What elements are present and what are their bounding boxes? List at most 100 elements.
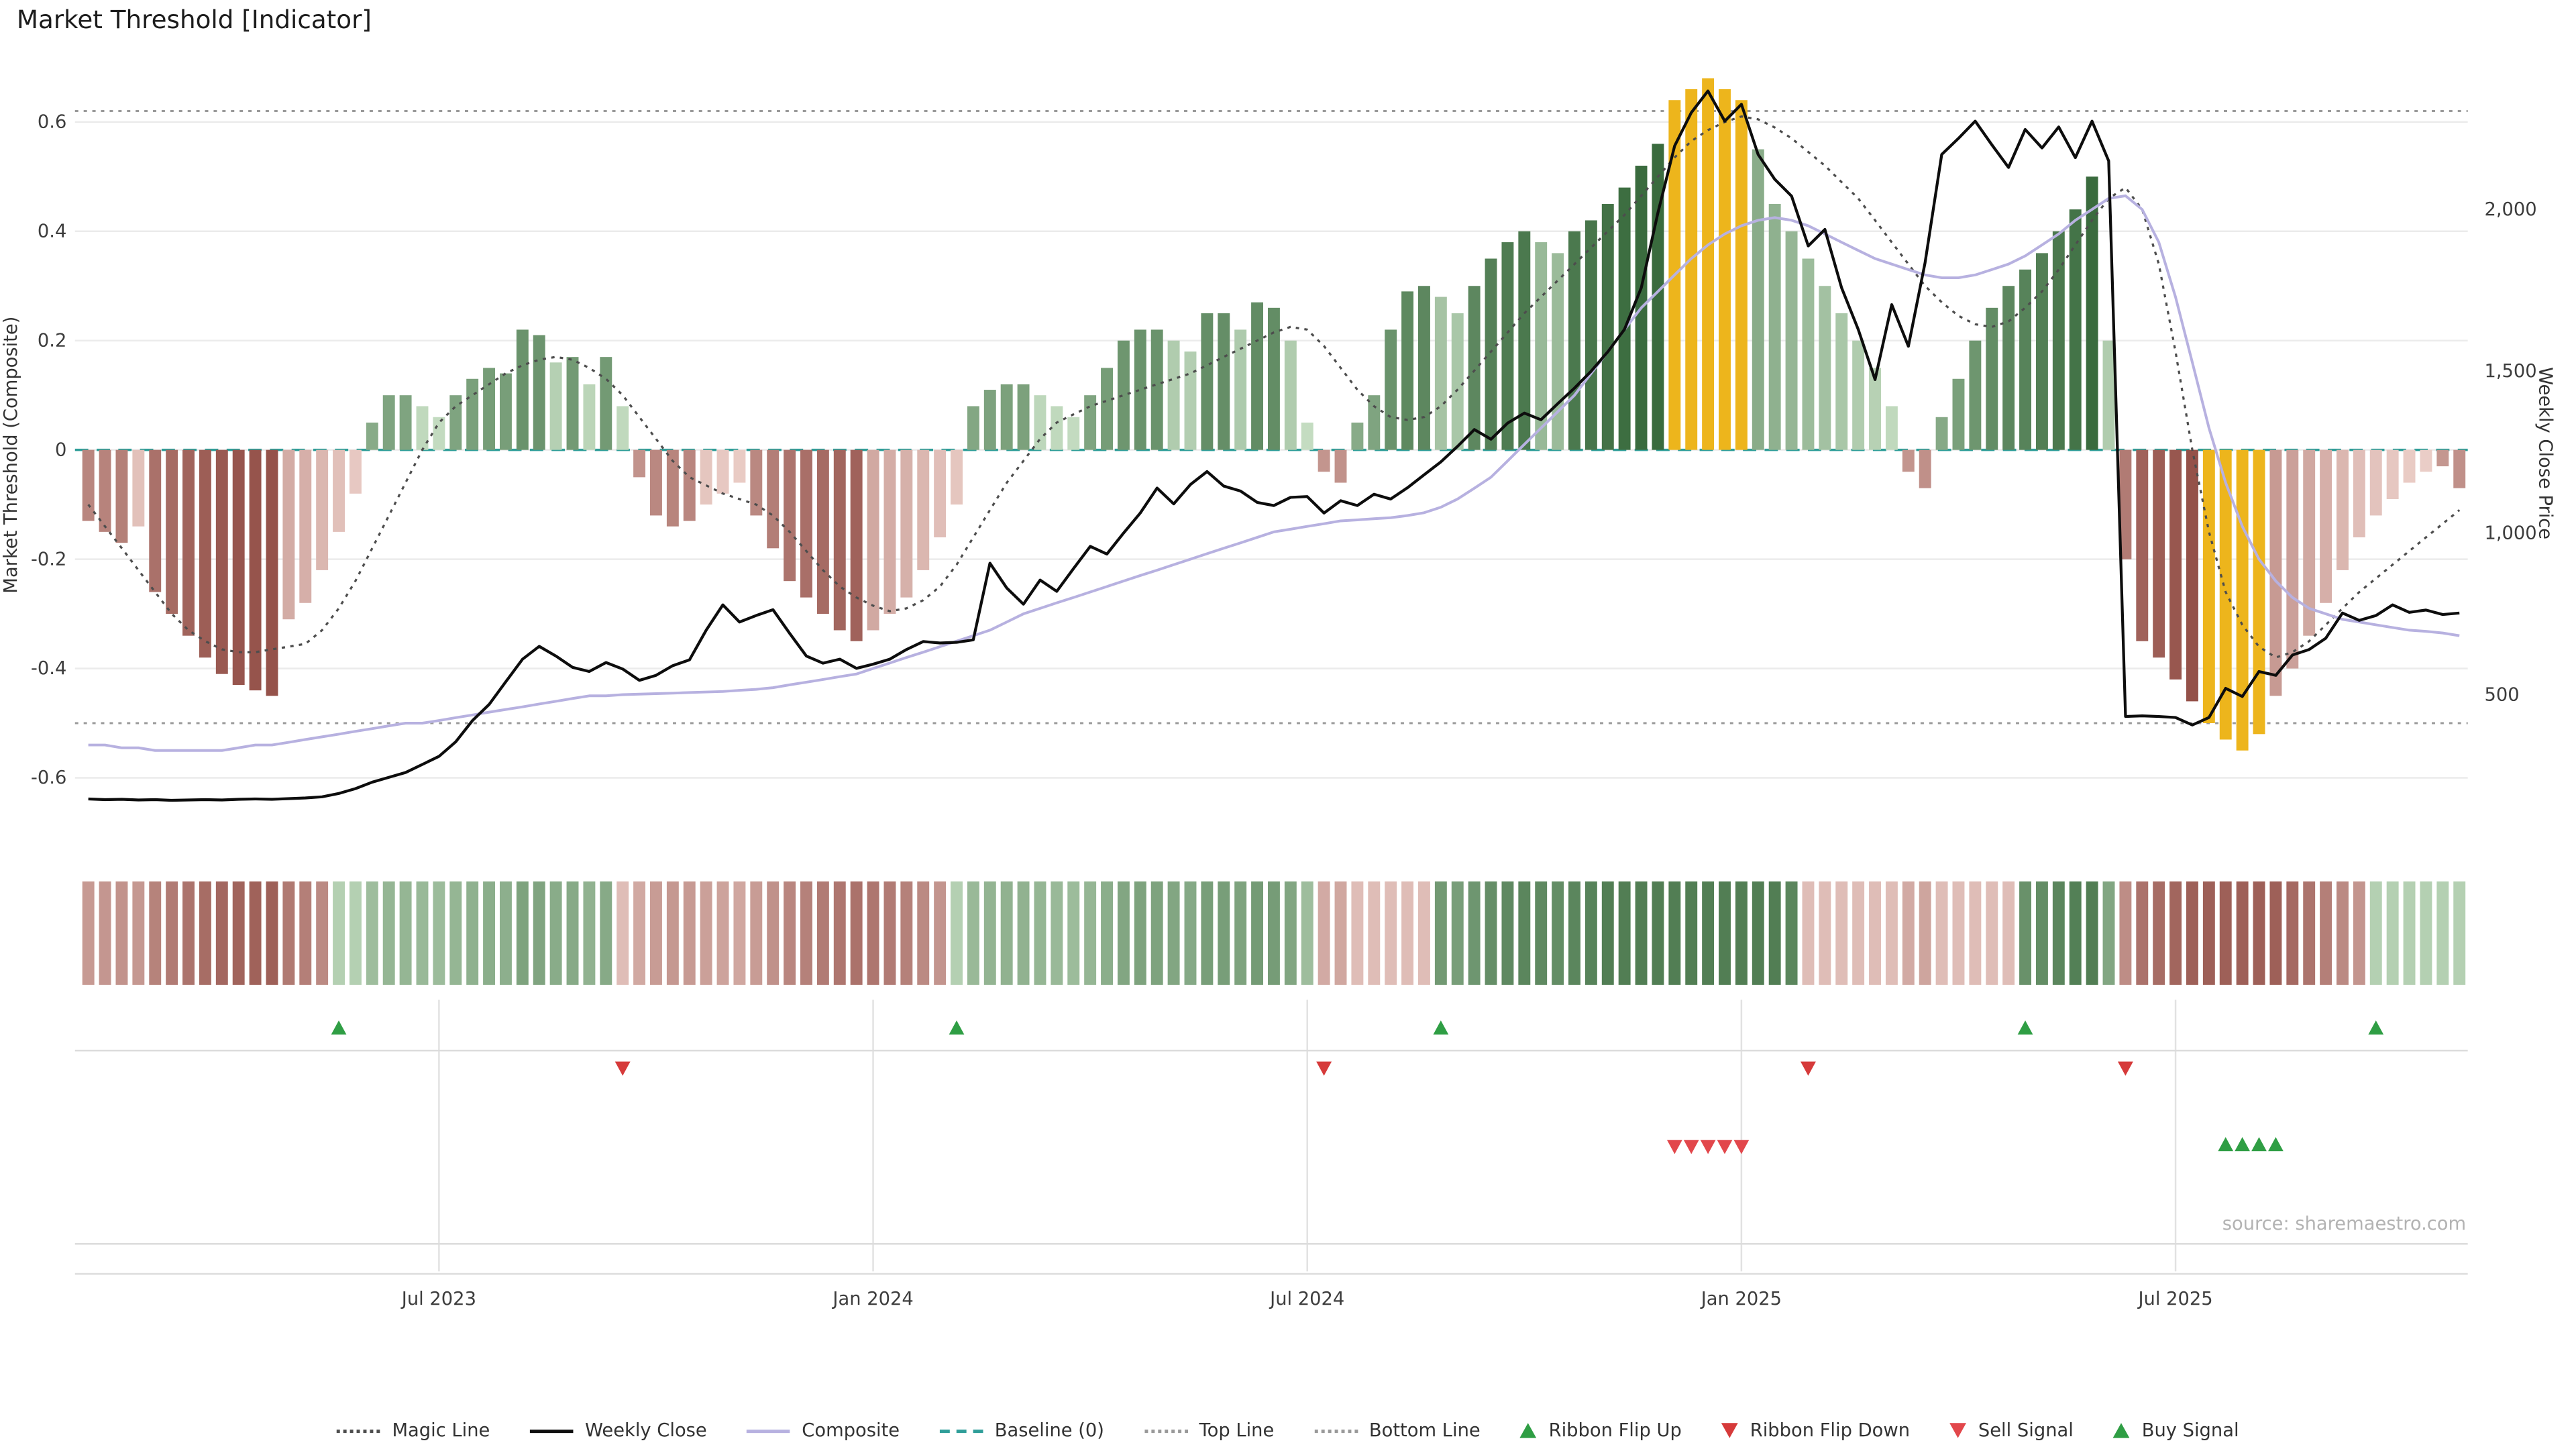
ribbon-stripe (1935, 881, 1948, 985)
ribbon-stripe (1067, 881, 1080, 985)
threshold-bar (249, 449, 262, 691)
ribbon-stripe (1418, 881, 1430, 985)
ribbon-stripe (1251, 881, 1264, 985)
ribbon-stripe (316, 881, 329, 985)
ribbon-stripe (416, 881, 429, 985)
ribbon-stripe (1267, 881, 1280, 985)
ribbon-stripe (1468, 881, 1481, 985)
threshold-bar (1385, 329, 1397, 450)
ribbon-stripe (951, 881, 963, 985)
threshold-bar (1150, 329, 1163, 450)
threshold-bar (1184, 352, 1197, 450)
threshold-bar (683, 449, 696, 521)
threshold-bar (115, 449, 128, 543)
threshold-bar (1785, 231, 1798, 450)
ribbon-stripe (700, 881, 712, 985)
legend-item-buy-signal[interactable]: Buy Signal (2113, 1419, 2239, 1442)
threshold-bar (2086, 176, 2098, 450)
ribbon-stripe (299, 881, 312, 985)
y-tick-label-left: 0.2 (38, 330, 66, 351)
legend-item-magic-line[interactable]: Magic Line (337, 1419, 490, 1442)
ribbon-stripe (1385, 881, 1397, 985)
ribbon-stripe (833, 881, 846, 985)
threshold-bar (1434, 297, 1447, 450)
legend-item-ribbon-flip-up[interactable]: Ribbon Flip Up (1520, 1419, 1682, 1442)
threshold-bar (1702, 78, 1715, 450)
ribbon-stripe (1301, 881, 1313, 985)
legend-label: Ribbon Flip Down (1750, 1419, 1911, 1442)
threshold-bar (2035, 253, 2048, 450)
ribbon-stripe (2353, 881, 2365, 985)
ribbon-stripe (249, 881, 262, 985)
threshold-bar (1902, 449, 1915, 472)
ribbon-stripe (1919, 881, 1931, 985)
threshold-bar (1301, 422, 1313, 450)
ribbon-stripe (2219, 881, 2232, 985)
threshold-bar (2136, 449, 2149, 641)
x-tick-label: Jul 2023 (400, 1289, 476, 1309)
ribbon-stripe (199, 881, 211, 985)
legend-item-top-line[interactable]: Top Line (1144, 1419, 1274, 1442)
ribbon-stripe (1952, 881, 1965, 985)
threshold-bar (900, 449, 913, 598)
threshold-bar (282, 449, 295, 620)
threshold-bar (2236, 449, 2249, 751)
ribbon-stripe (115, 881, 128, 985)
legend-label: Bottom Line (1368, 1419, 1481, 1442)
threshold-bar (549, 362, 562, 450)
ribbon-stripe (2386, 881, 2399, 985)
ribbon-stripe (1768, 881, 1781, 985)
threshold-bar (784, 449, 796, 582)
ribbon-stripe (967, 881, 979, 985)
threshold-bar (1234, 329, 1247, 450)
threshold-bar (2353, 449, 2365, 538)
threshold-bar (2186, 449, 2198, 702)
threshold-bar (1000, 384, 1013, 450)
threshold-bar (2219, 449, 2232, 740)
ribbon-stripe (2136, 881, 2149, 985)
threshold-bar (2436, 449, 2449, 467)
ribbon-stripe (750, 881, 763, 985)
magic-line (87, 115, 2461, 659)
ribbon-stripe (883, 881, 896, 985)
legend-item-baseline-0[interactable]: Baseline (0) (939, 1419, 1104, 1442)
ribbon-flip-up-marker (2017, 1020, 2033, 1035)
ribbon-stripe (784, 881, 796, 985)
buy-signal-marker (2267, 1137, 2284, 1152)
legend-item-ribbon-flip-down[interactable]: Ribbon Flip Down (1721, 1419, 1911, 1442)
ribbon-stripe (1802, 881, 1815, 985)
threshold-bar (1919, 449, 1931, 488)
threshold-bar (382, 395, 395, 450)
threshold-bar (2153, 449, 2165, 658)
threshold-bar (983, 390, 996, 450)
ribbon-stripe (1451, 881, 1464, 985)
threshold-bar (2002, 286, 2015, 450)
legend-label: Sell Signal (1978, 1419, 2074, 1442)
buy-signal-marker (2235, 1137, 2251, 1152)
ribbon-stripe (1318, 881, 1330, 985)
threshold-bar (399, 395, 412, 450)
legend-item-composite[interactable]: Composite (747, 1419, 900, 1442)
threshold-bar (1318, 449, 1330, 472)
y-tick-label-right: 1,000 (2484, 523, 2536, 543)
triangle-down-icon (1721, 1423, 1739, 1438)
ribbon-stripe (1501, 881, 1514, 985)
threshold-bar (2403, 449, 2416, 483)
threshold-bar (2286, 449, 2299, 669)
threshold-bar (1618, 187, 1631, 450)
threshold-bar (767, 449, 780, 549)
threshold-bar (1719, 89, 1731, 450)
source-credit: source: sharemaestro.com (2222, 1213, 2467, 1235)
threshold-bar (1935, 417, 1948, 450)
legend-item-weekly-close[interactable]: Weekly Close (529, 1419, 707, 1442)
threshold-bar (466, 378, 479, 450)
ribbon-stripe (2069, 881, 2082, 985)
ribbon-stripe (1685, 881, 1698, 985)
legend-label: Composite (802, 1419, 900, 1442)
threshold-bar (483, 368, 496, 450)
ribbon-stripe (1368, 881, 1381, 985)
threshold-bar (1552, 253, 1564, 450)
legend-item-sell-signal[interactable]: Sell Signal (1949, 1419, 2074, 1442)
legend-item-bottom-line[interactable]: Bottom Line (1313, 1419, 1481, 1442)
y-tick-label-right: 500 (2484, 684, 2519, 705)
